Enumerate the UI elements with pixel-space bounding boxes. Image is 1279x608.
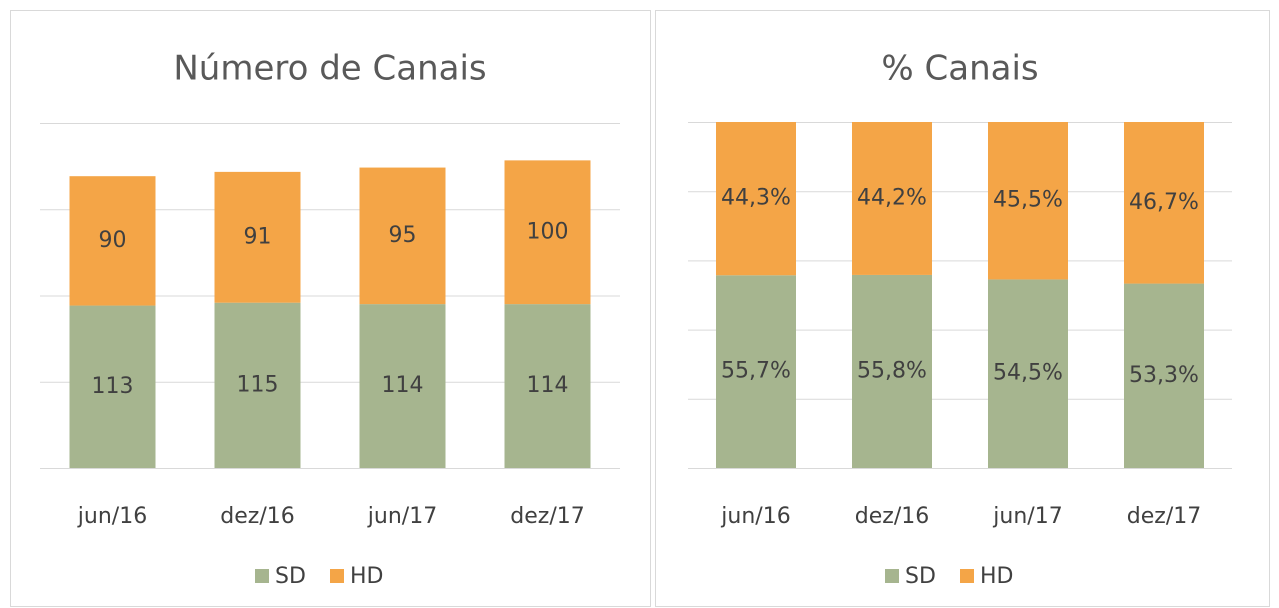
data-label: 114 bbox=[527, 373, 569, 398]
x-tick-label: jun/17 bbox=[367, 504, 437, 529]
bar-segment bbox=[504, 160, 591, 305]
bar-segment bbox=[214, 171, 301, 303]
data-label: 44,3% bbox=[721, 186, 791, 211]
bar-segment bbox=[852, 274, 932, 468]
legend-swatch bbox=[255, 569, 269, 583]
data-label: 54,5% bbox=[993, 361, 1063, 386]
chart-title: % Canais bbox=[881, 49, 1038, 89]
data-label: 44,2% bbox=[857, 185, 927, 210]
data-label: 115 bbox=[237, 372, 279, 397]
legend-label: HD bbox=[980, 564, 1013, 589]
legend-label: SD bbox=[905, 564, 936, 589]
bar-segment bbox=[716, 122, 796, 276]
data-label: 55,7% bbox=[721, 359, 791, 384]
bar-segment bbox=[852, 122, 932, 275]
data-label: 100 bbox=[527, 219, 569, 244]
bar-segment bbox=[69, 176, 156, 306]
data-label: 55,8% bbox=[857, 358, 927, 383]
chart-title: Número de Canais bbox=[173, 49, 486, 89]
data-label: 95 bbox=[389, 223, 417, 248]
bar-segment bbox=[988, 279, 1068, 468]
bar-segment bbox=[504, 304, 591, 468]
data-label: 46,7% bbox=[1129, 190, 1199, 215]
data-label: 114 bbox=[382, 373, 424, 398]
bar-segment bbox=[214, 302, 301, 468]
bar-segment bbox=[359, 304, 446, 468]
bar-segment bbox=[988, 122, 1068, 280]
data-label: 113 bbox=[92, 374, 134, 399]
data-label: 53,3% bbox=[1129, 363, 1199, 388]
x-tick-label: jun/16 bbox=[77, 504, 147, 529]
x-tick-label: dez/16 bbox=[220, 504, 294, 529]
data-label: 45,5% bbox=[993, 188, 1063, 213]
x-tick-label: jun/16 bbox=[720, 504, 790, 529]
bar-segment bbox=[716, 275, 796, 468]
legend-swatch bbox=[960, 569, 974, 583]
x-tick-label: dez/16 bbox=[855, 504, 929, 529]
x-tick-label: dez/17 bbox=[1127, 504, 1201, 529]
bar-segment bbox=[1124, 122, 1204, 284]
bar-segment bbox=[359, 167, 446, 305]
legend-label: HD bbox=[350, 564, 383, 589]
legend-label: SD bbox=[275, 564, 306, 589]
legend-swatch bbox=[885, 569, 899, 583]
x-tick-label: dez/17 bbox=[510, 504, 584, 529]
bar-segment bbox=[69, 305, 156, 468]
data-label: 91 bbox=[244, 224, 272, 249]
bar-segment bbox=[1124, 283, 1204, 468]
data-label: 90 bbox=[99, 228, 127, 253]
legend-swatch bbox=[330, 569, 344, 583]
x-tick-label: jun/17 bbox=[992, 504, 1062, 529]
